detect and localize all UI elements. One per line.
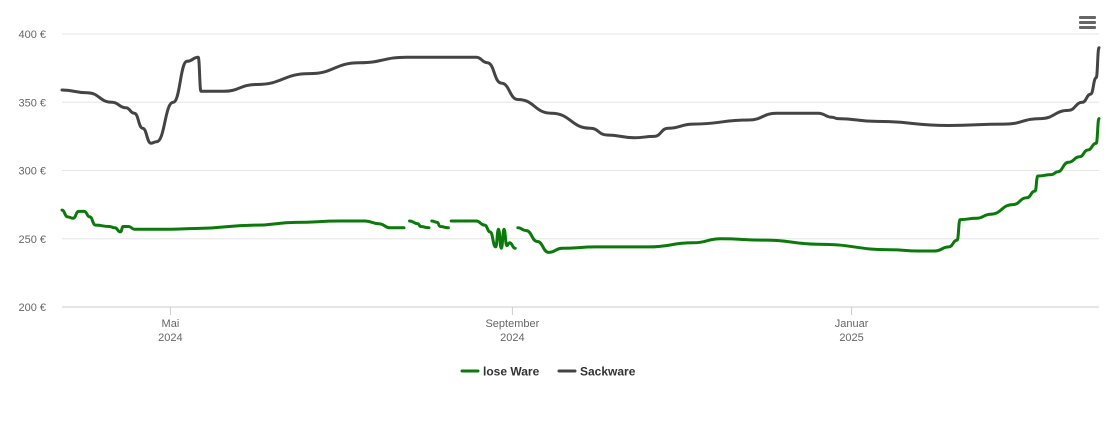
grid-lines (62, 33, 1099, 240)
legend-item-1[interactable]: Sackware (557, 365, 636, 379)
series-lines (60, 46, 1101, 254)
chart-menu-button[interactable] (1074, 10, 1100, 34)
legend: lose Ware Sackware (460, 365, 636, 379)
series-0 (60, 117, 1101, 254)
series-line-segment (516, 117, 1101, 254)
y-tick-label: 200 € (18, 302, 46, 314)
y-tick-label: 300 € (18, 166, 46, 178)
series-line-segment (430, 219, 450, 230)
y-tick-label: 400 € (18, 29, 46, 41)
x-tick-label-year: 2024 (158, 332, 182, 344)
x-tick-label-month: Mai (162, 318, 180, 330)
x-axis: Mai 2024 September 2024 Januar 2025 (62, 306, 1099, 344)
x-tick-label-year: 2024 (500, 332, 524, 344)
legend-item-0[interactable]: lose Ware (460, 365, 540, 379)
y-tick-label: 250 € (18, 234, 46, 246)
x-tick-label-month: September (485, 318, 539, 330)
series-line-segment (60, 46, 1101, 145)
series-1 (60, 46, 1101, 145)
series-line-segment (408, 219, 431, 230)
y-tick-label: 350 € (18, 97, 46, 109)
series-line-segment (60, 208, 406, 234)
legend-label: Sackware (580, 365, 636, 379)
series-line-segment (449, 219, 517, 250)
hamburger-menu-icon (1079, 16, 1096, 29)
y-axis: 200 € 250 € 300 € 350 € 400 € (18, 29, 46, 314)
x-tick-label-month: Januar (835, 318, 869, 330)
legend-label: lose Ware (483, 365, 540, 379)
x-tick-label-year: 2025 (839, 332, 863, 344)
